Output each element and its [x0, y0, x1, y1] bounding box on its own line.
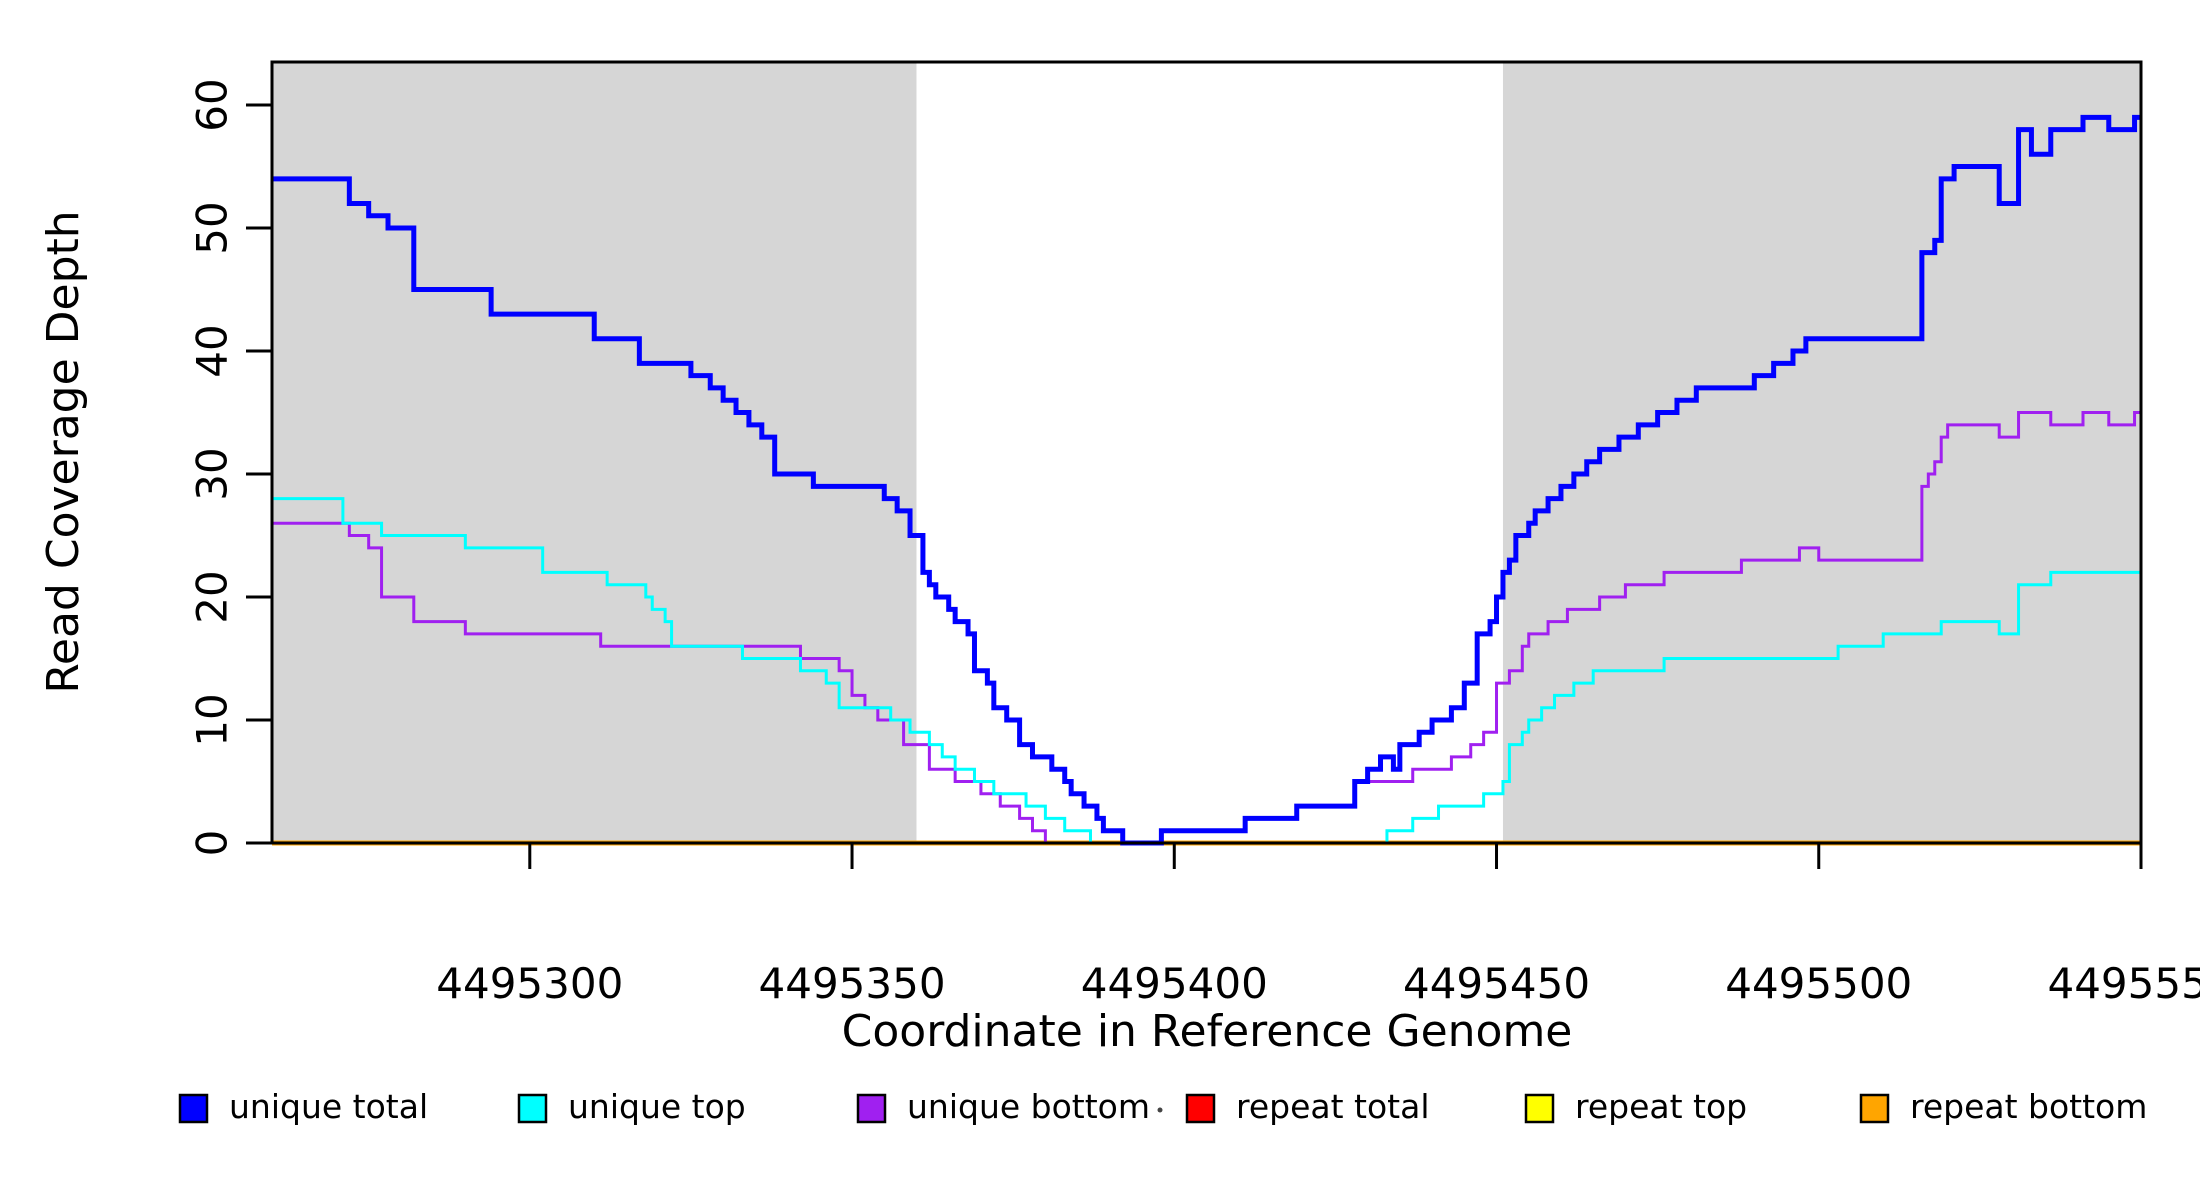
y-axis-title: Read Coverage Depth: [38, 210, 89, 693]
legend-swatch: [517, 1093, 548, 1124]
legend-swatch: [1524, 1093, 1555, 1124]
x-tick-label: 4495300: [436, 959, 623, 1008]
legend-item: unique top: [517, 1087, 746, 1126]
legend-item-label: unique bottom: [907, 1087, 1150, 1126]
legend-item: repeat total: [1185, 1087, 1430, 1126]
legend-item: repeat bottom: [1859, 1087, 2147, 1126]
y-tick-label: 0: [188, 830, 237, 857]
x-tick-label: 4495450: [1403, 959, 1590, 1008]
legend-swatch: [1185, 1093, 1216, 1124]
y-tick-label: 10: [188, 693, 237, 746]
x-tick-label: 4495400: [1081, 959, 1268, 1008]
legend-swatch: [1859, 1093, 1890, 1124]
x-tick-label: 4495500: [1725, 959, 1912, 1008]
x-tick-label: 4495350: [759, 959, 946, 1008]
legend-swatch: [178, 1093, 209, 1124]
x-axis-title: Coordinate in Reference Genome: [842, 1006, 1573, 1057]
series-line-unique-total: [272, 114, 2141, 846]
legend-item-label: repeat bottom: [1910, 1087, 2147, 1126]
legend-item: repeat top: [1524, 1087, 1747, 1126]
shaded-region: [272, 62, 917, 843]
legend: unique total unique top unique bottom repea…: [178, 1087, 2147, 1126]
legend-item-label: repeat total: [1236, 1087, 1430, 1126]
legend-item-label: unique total: [229, 1087, 428, 1126]
y-tick-label: 40: [188, 324, 237, 377]
axes-layer: 4495300 4495350 4495400 4495450 4495500 44955…: [188, 60, 2200, 1008]
y-tick-label: 30: [188, 447, 237, 500]
series-line-unique-top: [272, 497, 2141, 845]
y-tick-label: 60: [188, 78, 237, 131]
stray-dot: [1157, 1107, 1163, 1113]
y-tick-label: 20: [188, 570, 237, 623]
legend-item-label: repeat top: [1575, 1087, 1747, 1126]
plot-box: [270, 60, 2143, 845]
legend-item: unique total: [178, 1087, 428, 1126]
legend-item: unique bottom: [856, 1087, 1150, 1126]
shaded-regions-layer: [272, 62, 2141, 843]
y-tick-label: 50: [188, 201, 237, 254]
shaded-region: [1502, 62, 2141, 843]
legend-swatch: [856, 1093, 887, 1124]
series-line-unique-bottom: [272, 411, 2141, 845]
legend-item-label: unique top: [568, 1087, 746, 1126]
